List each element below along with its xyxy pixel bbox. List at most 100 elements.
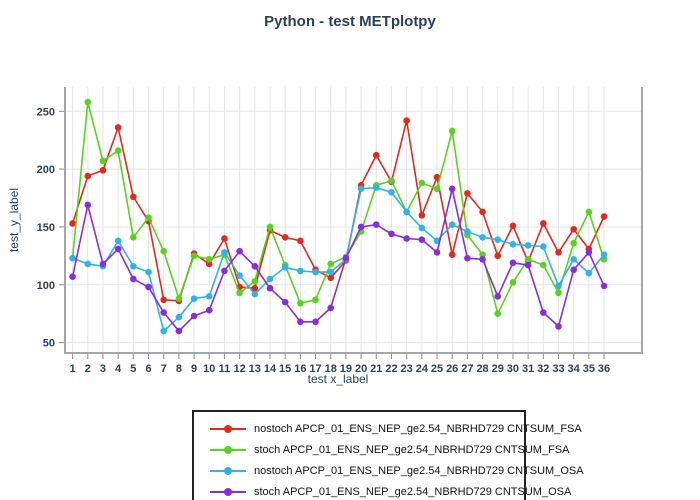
series-0-point[interactable] bbox=[99, 166, 107, 174]
series-3-point[interactable] bbox=[555, 323, 562, 330]
series-2-point[interactable] bbox=[600, 251, 608, 258]
series-3-point[interactable] bbox=[327, 304, 335, 312]
series-1-point[interactable] bbox=[297, 299, 304, 307]
series-0-point[interactable] bbox=[84, 172, 92, 180]
series-0-point[interactable] bbox=[464, 190, 471, 197]
series-2-point[interactable] bbox=[357, 185, 365, 193]
series-0-point[interactable] bbox=[570, 225, 577, 233]
series-2-point[interactable] bbox=[160, 327, 167, 335]
series-0-point[interactable] bbox=[494, 252, 502, 260]
series-3-point[interactable] bbox=[160, 309, 167, 316]
series-1-point[interactable] bbox=[145, 214, 152, 221]
series-2-point[interactable] bbox=[205, 293, 213, 300]
series-3-point[interactable] bbox=[448, 185, 456, 193]
series-2-point[interactable] bbox=[130, 262, 137, 270]
series-0-point[interactable] bbox=[327, 274, 335, 282]
series-1-point[interactable] bbox=[84, 98, 92, 106]
series-0-point[interactable] bbox=[281, 234, 289, 241]
series-3-point[interactable] bbox=[433, 249, 441, 256]
series-0-point[interactable] bbox=[403, 117, 410, 124]
series-1-point[interactable] bbox=[175, 295, 183, 302]
series-2-point[interactable] bbox=[372, 184, 380, 191]
series-2-point[interactable] bbox=[251, 290, 259, 298]
series-1-point[interactable] bbox=[327, 260, 335, 268]
series-0-point[interactable] bbox=[297, 237, 304, 245]
series-1-point[interactable] bbox=[130, 234, 137, 241]
legend-entry-1[interactable]: stoch APCP_01_ENS_NEP_ge2.54_NBRHD729 CN… bbox=[194, 439, 569, 460]
series-0-point[interactable] bbox=[205, 260, 213, 268]
series-1-point[interactable] bbox=[312, 296, 319, 304]
series-1-point[interactable] bbox=[236, 289, 243, 297]
series-2-point[interactable] bbox=[540, 243, 547, 250]
series-3-point[interactable] bbox=[281, 298, 289, 306]
series-0-point[interactable] bbox=[130, 193, 137, 201]
series-1-point[interactable] bbox=[494, 310, 502, 317]
series-2-point[interactable] bbox=[585, 269, 593, 277]
series-3-point[interactable] bbox=[479, 256, 486, 263]
series-0-point[interactable] bbox=[221, 235, 228, 242]
series-0-point[interactable] bbox=[555, 249, 562, 256]
series-2-point[interactable] bbox=[464, 228, 471, 235]
series-3-point[interactable] bbox=[251, 262, 259, 270]
series-0-point[interactable] bbox=[160, 296, 167, 304]
series-2-point[interactable] bbox=[494, 236, 502, 243]
series-0-point[interactable] bbox=[418, 212, 426, 219]
series-3-point[interactable] bbox=[570, 266, 577, 274]
series-3-point[interactable] bbox=[145, 283, 152, 291]
series-3-point[interactable] bbox=[494, 293, 502, 300]
series-1-point[interactable] bbox=[205, 256, 213, 263]
series-1-point[interactable] bbox=[418, 179, 426, 187]
series-3-point[interactable] bbox=[175, 327, 183, 335]
series-2-point[interactable] bbox=[84, 260, 92, 268]
series-1-point[interactable] bbox=[524, 256, 532, 263]
series-3-point[interactable] bbox=[357, 223, 365, 231]
series-3-point[interactable] bbox=[297, 318, 304, 326]
series-1-point[interactable] bbox=[570, 239, 577, 247]
series-3-point[interactable] bbox=[236, 247, 243, 255]
series-3-point[interactable] bbox=[342, 254, 350, 262]
series-3-point[interactable] bbox=[84, 201, 92, 209]
series-2-point[interactable] bbox=[297, 267, 304, 275]
series-1-point[interactable] bbox=[585, 208, 593, 216]
series-0-point[interactable] bbox=[372, 151, 380, 159]
series-3-point[interactable] bbox=[221, 267, 228, 275]
series-3-point[interactable] bbox=[600, 282, 608, 290]
series-3-point[interactable] bbox=[205, 306, 213, 314]
series-1-point[interactable] bbox=[266, 223, 274, 231]
series-3-point[interactable] bbox=[69, 273, 76, 280]
series-1-point[interactable] bbox=[433, 185, 441, 193]
series-1-point[interactable] bbox=[190, 252, 198, 260]
legend-entry-2[interactable]: nostoch APCP_01_ENS_NEP_ge2.54_NBRHD729 … bbox=[194, 460, 584, 481]
series-2-point[interactable] bbox=[114, 237, 122, 245]
series-3-point[interactable] bbox=[190, 312, 198, 320]
series-3-point[interactable] bbox=[524, 261, 532, 269]
series-3-point[interactable] bbox=[509, 259, 517, 267]
series-2-point[interactable] bbox=[281, 264, 289, 271]
series-1-point[interactable] bbox=[160, 247, 167, 255]
series-3-point[interactable] bbox=[403, 235, 410, 242]
series-3-point[interactable] bbox=[464, 254, 471, 262]
series-3-point[interactable] bbox=[585, 249, 593, 256]
legend-entry-3[interactable]: stoch APCP_01_ENS_NEP_ge2.54_NBRHD729 CN… bbox=[194, 481, 571, 500]
series-2-point[interactable] bbox=[190, 295, 198, 302]
series-1-point[interactable] bbox=[388, 177, 395, 184]
legend-entry-0[interactable]: nostoch APCP_01_ENS_NEP_ge2.54_NBRHD729 … bbox=[194, 418, 582, 439]
series-2-point[interactable] bbox=[418, 224, 426, 232]
series-3-point[interactable] bbox=[266, 284, 274, 292]
series-1-point[interactable] bbox=[555, 289, 562, 297]
series-0-point[interactable] bbox=[69, 220, 76, 227]
series-2-point[interactable] bbox=[69, 254, 76, 262]
series-0-point[interactable] bbox=[509, 222, 517, 230]
series-1-point[interactable] bbox=[114, 147, 122, 154]
series-1-point[interactable] bbox=[99, 157, 107, 165]
series-1-point[interactable] bbox=[509, 279, 517, 286]
series-2-point[interactable] bbox=[266, 275, 274, 283]
series-3-point[interactable] bbox=[130, 275, 137, 283]
series-2-point[interactable] bbox=[221, 249, 228, 256]
series-1-point[interactable] bbox=[448, 127, 456, 135]
series-3-point[interactable] bbox=[312, 318, 319, 326]
series-2-point[interactable] bbox=[327, 268, 335, 276]
series-3-point[interactable] bbox=[114, 245, 122, 253]
series-2-point[interactable] bbox=[524, 242, 532, 249]
